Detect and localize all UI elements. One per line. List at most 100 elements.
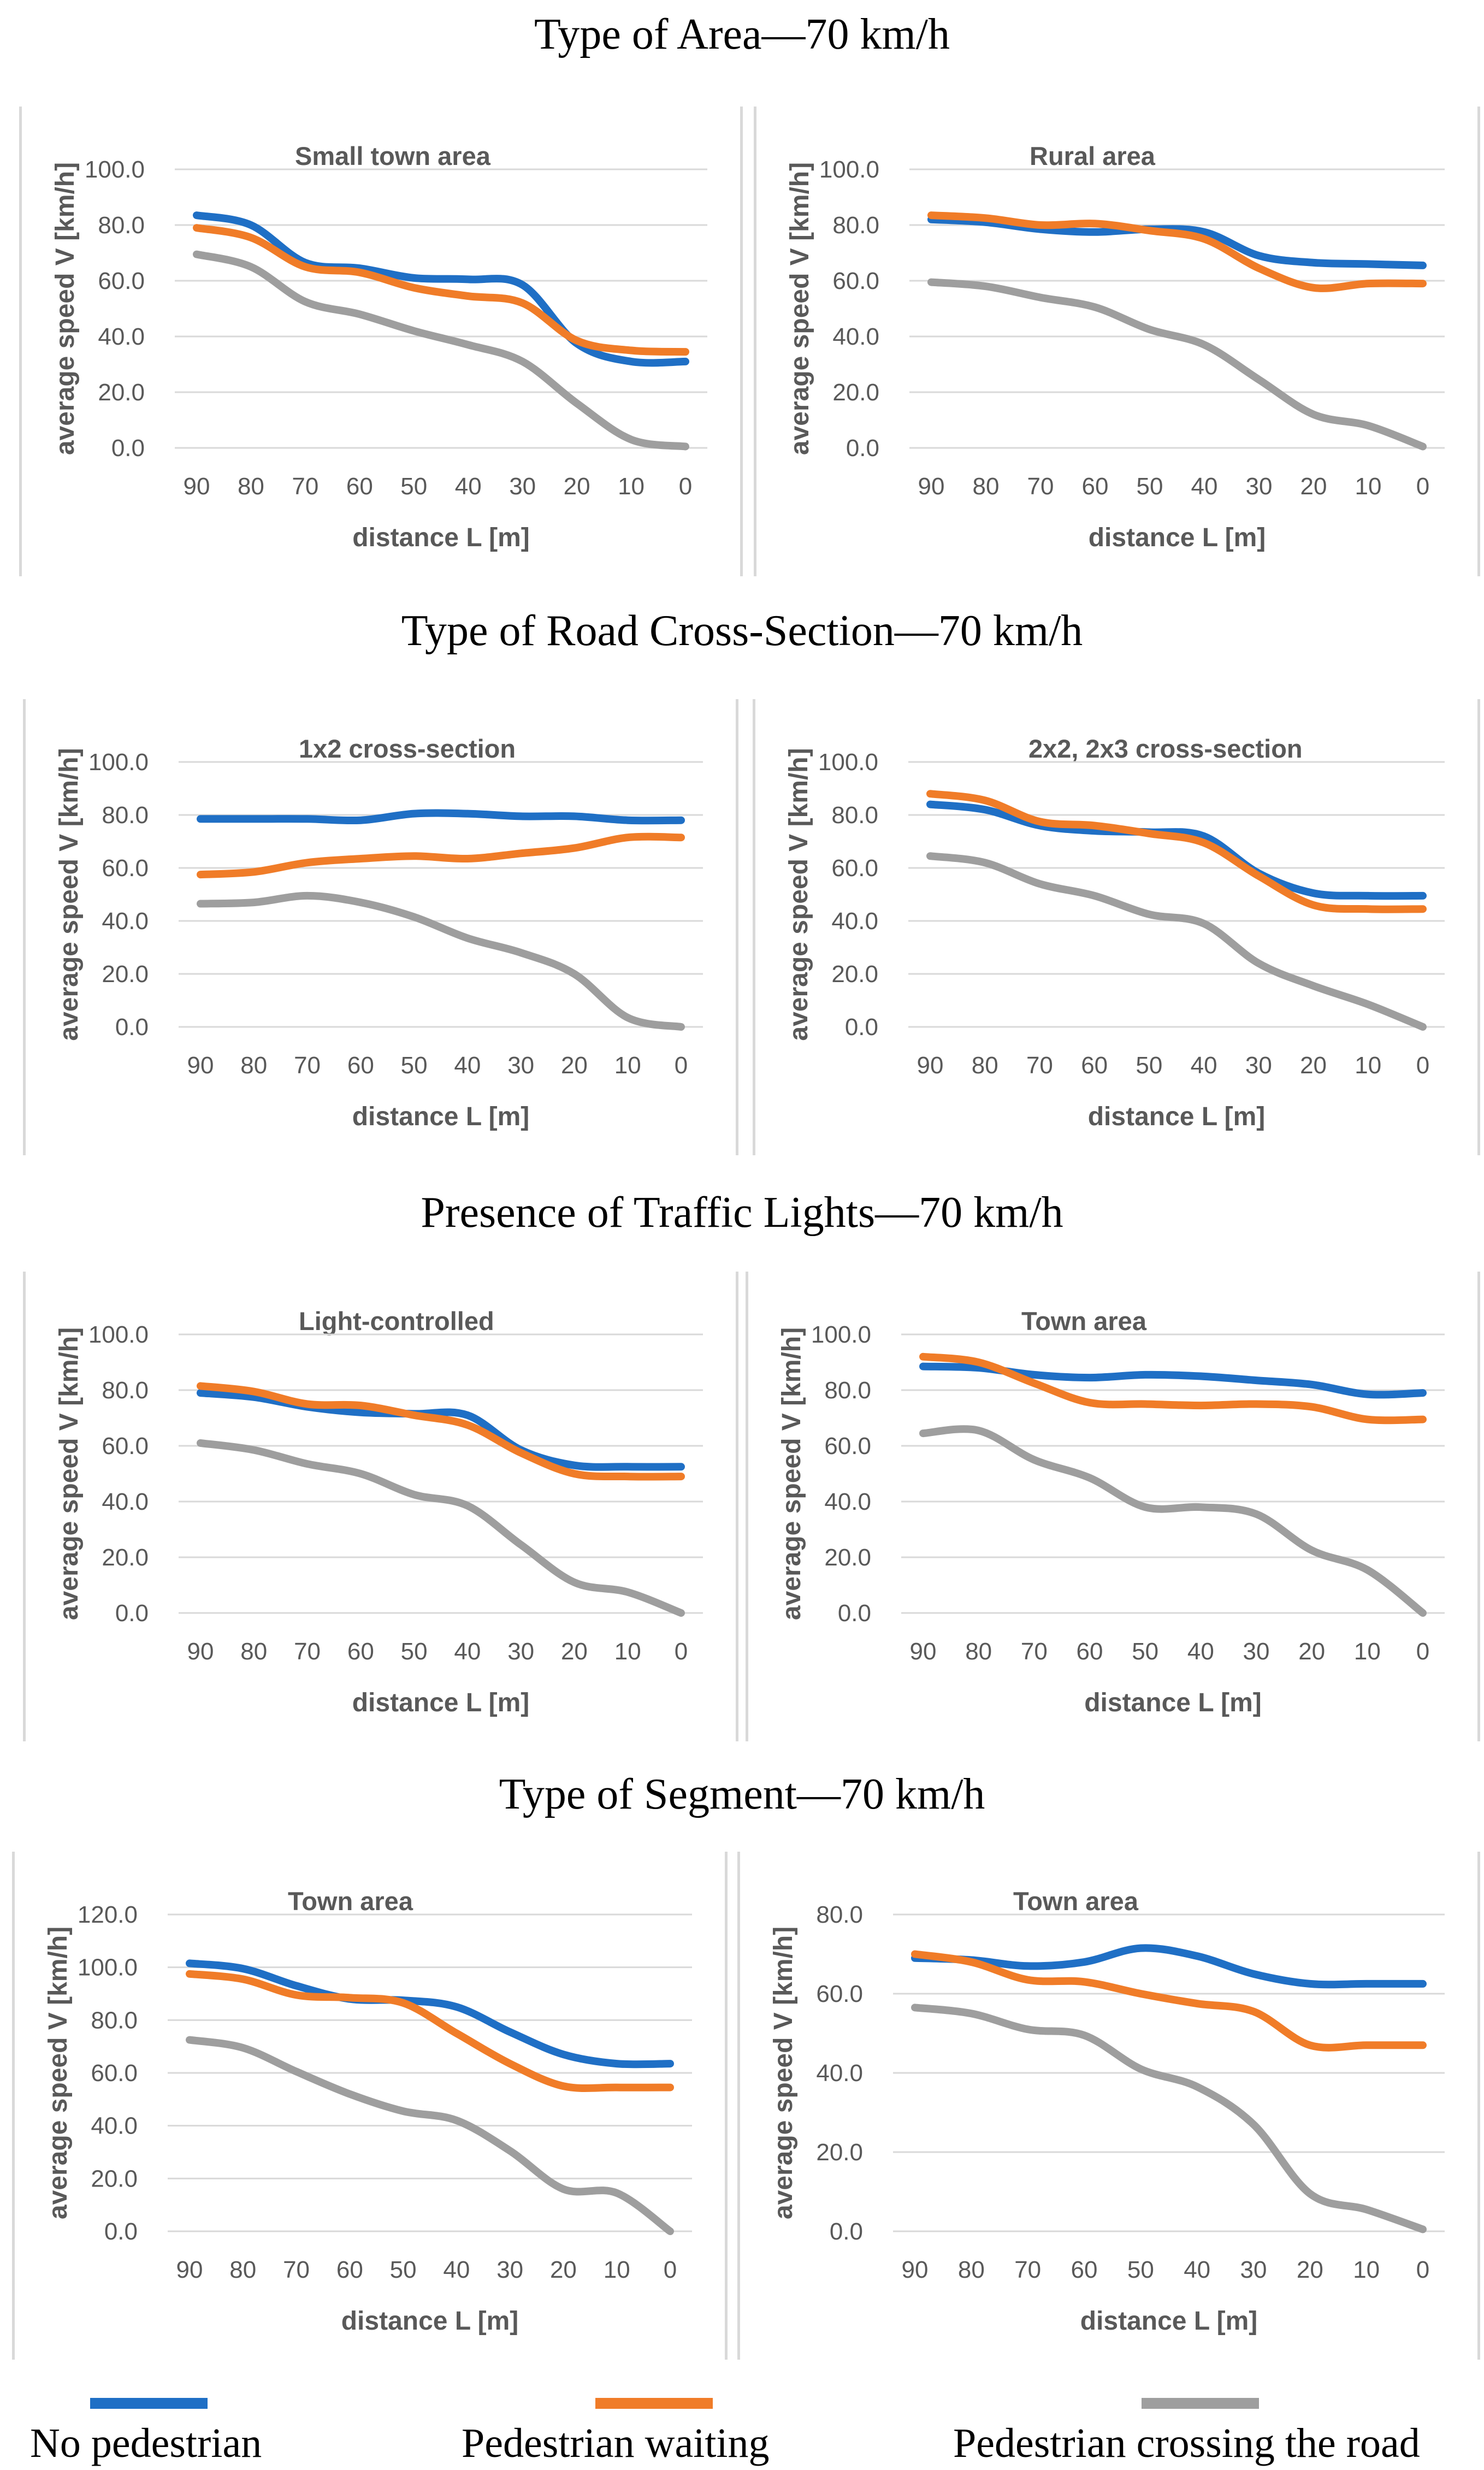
chart-7-title: Town area bbox=[1013, 1887, 1139, 1916]
chart-3-xtick-label: 40 bbox=[1191, 1052, 1217, 1079]
chart-7-xtick-label: 40 bbox=[1184, 2256, 1210, 2283]
chart-0-xtick-label: 10 bbox=[618, 473, 645, 500]
chart-7-xtick-label: 20 bbox=[1297, 2256, 1323, 2283]
chart-7-ytick-label: 80.0 bbox=[816, 1901, 863, 1928]
chart-5-xtick-label: 30 bbox=[1243, 1638, 1270, 1665]
chart-1x2: 1x2 cross-section 0.0 20.0 40.0 60.0 80.0 100.… bbox=[55, 734, 703, 1131]
chart-0-series-pedestrian-crossing bbox=[193, 250, 689, 451]
chart-6-xtick-label: 40 bbox=[443, 2256, 470, 2283]
chart-1-xlabel: distance L [m] bbox=[1089, 523, 1266, 552]
chart-5-xtick-label: 80 bbox=[965, 1638, 992, 1665]
chart-6-series-pedestrian-waiting bbox=[186, 1970, 674, 2093]
chart-2-ytick-label: 40.0 bbox=[102, 908, 149, 935]
chart-7-ytick-label: 0.0 bbox=[830, 2218, 863, 2245]
chart-rural: Rural area 0.0 20.0 40.0 60.0 80.0 100.0 90 80 70… bbox=[785, 141, 1445, 552]
chart-0-ytick-label: 100.0 bbox=[85, 156, 145, 183]
chart-6-ytick-label: 120.0 bbox=[78, 1901, 138, 1928]
chart-6-xtick-label: 10 bbox=[604, 2256, 630, 2283]
chart-3-xtick-label: 60 bbox=[1081, 1052, 1108, 1079]
chart-2-xtick-label: 90 bbox=[187, 1052, 214, 1079]
chart-panel-light-controlled: Light-controlled 0.0 20.0 40.0 60.0 80.0 100.0… bbox=[23, 1272, 738, 1741]
chart-2-series-pedestrian-waiting bbox=[197, 832, 685, 879]
chart-6-series-pedestrian-crossing bbox=[186, 2036, 674, 2235]
chart-3-xtick-label: 20 bbox=[1300, 1052, 1327, 1079]
chart-town-segment-a: Town area 0.0 20.0 40.0 60.0 80.0 100.0 120.0 90… bbox=[44, 1887, 692, 2336]
chart-0-xtick-label: 20 bbox=[564, 473, 590, 500]
chart-5-xtick-label: 20 bbox=[1298, 1638, 1325, 1665]
chart-6-ytick-label: 0.0 bbox=[104, 2218, 138, 2245]
chart-0-series-pedestrian-waiting bbox=[193, 224, 689, 356]
chart-0-xtick-label: 50 bbox=[400, 473, 427, 500]
chart-3-series-pedestrian-crossing bbox=[926, 852, 1427, 1031]
chart-town-lights: Town area 0.0 20.0 40.0 60.0 80.0 100.0 90 80 70 6… bbox=[777, 1307, 1445, 1717]
chart-5-ytick-label: 0.0 bbox=[838, 1600, 871, 1627]
chart-5-xlabel: distance L [m] bbox=[1084, 1688, 1262, 1717]
chart-3-series-no-pedestrian bbox=[926, 800, 1427, 900]
chart-2-xtick-label: 20 bbox=[561, 1052, 588, 1079]
chart-0-xtick-label: 70 bbox=[292, 473, 318, 500]
section-title-traffic-lights: Presence of Traffic Lights—70 km/h bbox=[421, 1189, 1063, 1237]
chart-panel-small-town: Small town area 0.0 20.0 40.0 60.0 80.0 100.0 9… bbox=[19, 107, 743, 576]
chart-2-ytick-label: 60.0 bbox=[102, 855, 149, 882]
chart-7-xtick-label: 0 bbox=[1416, 2256, 1429, 2283]
chart-4-xtick-label: 30 bbox=[507, 1638, 534, 1665]
chart-6-xtick-label: 70 bbox=[283, 2256, 310, 2283]
chart-5-xtick-label: 40 bbox=[1187, 1638, 1214, 1665]
chart-3-ytick-label: 20.0 bbox=[831, 961, 878, 988]
chart-4-xtick-label: 0 bbox=[675, 1638, 688, 1665]
chart-7-xtick-label: 90 bbox=[902, 2256, 929, 2283]
chart-5-ytick-label: 80.0 bbox=[824, 1377, 871, 1404]
chart-0-xtick-label: 0 bbox=[679, 473, 692, 500]
chart-2-xtick-label: 70 bbox=[294, 1052, 321, 1079]
chart-4-ytick-label: 20.0 bbox=[102, 1544, 149, 1571]
chart-town-segment-b: Town area 0.0 20.0 40.0 60.0 80.0 90 80 70 60 50 40… bbox=[769, 1887, 1445, 2336]
chart-1-xtick-label: 10 bbox=[1355, 473, 1382, 500]
chart-5-series-pedestrian-waiting bbox=[919, 1352, 1427, 1425]
chart-0-ytick-label: 40.0 bbox=[98, 323, 145, 350]
chart-1-ytick-label: 20.0 bbox=[832, 379, 879, 406]
chart-panel-town-lights: Town area 0.0 20.0 40.0 60.0 80.0 100.0 90 80 70 6… bbox=[746, 1272, 1480, 1741]
chart-6-xtick-label: 50 bbox=[390, 2256, 417, 2283]
chart-3-series-pedestrian-waiting bbox=[926, 790, 1427, 913]
chart-2-ytick-label: 0.0 bbox=[115, 1014, 149, 1041]
chart-7-ytick-label: 20.0 bbox=[816, 2139, 863, 2166]
chart-2-xtick-label: 0 bbox=[675, 1052, 688, 1079]
chart-0-ytick-label: 20.0 bbox=[98, 379, 145, 406]
chart-1-ytick-label: 40.0 bbox=[832, 323, 879, 350]
chart-5-title: Town area bbox=[1021, 1307, 1147, 1336]
chart-3-ytick-label: 60.0 bbox=[831, 855, 878, 882]
chart-7-xlabel: distance L [m] bbox=[1080, 2307, 1258, 2336]
chart-0-series-no-pedestrian bbox=[193, 211, 689, 367]
chart-1-xtick-label: 50 bbox=[1137, 473, 1163, 500]
chart-6-xtick-label: 0 bbox=[664, 2256, 677, 2283]
chart-1-xtick-label: 60 bbox=[1082, 473, 1109, 500]
chart-4-ytick-label: 100.0 bbox=[88, 1321, 149, 1348]
chart-1-xtick-label: 30 bbox=[1246, 473, 1273, 500]
chart-1-ytick-label: 0.0 bbox=[846, 435, 879, 462]
chart-7-ylabel: average speed V [km/h] bbox=[769, 1927, 798, 2219]
chart-1-series-no-pedestrian bbox=[927, 215, 1427, 269]
chart-0-ytick-label: 60.0 bbox=[98, 268, 145, 294]
chart-7-series-pedestrian-waiting bbox=[911, 1950, 1427, 2052]
chart-2-ytick-label: 100.0 bbox=[88, 749, 149, 776]
chart-7-series-no-pedestrian bbox=[911, 1944, 1427, 1989]
chart-3-ytick-label: 80.0 bbox=[831, 802, 878, 829]
chart-2x2: 2x2, 2x3 cross-section 0.0 20.0 40.0 60.0 80.… bbox=[784, 734, 1445, 1131]
chart-0-xtick-label: 80 bbox=[238, 473, 264, 500]
chart-5-xtick-label: 70 bbox=[1021, 1638, 1048, 1665]
chart-3-title: 2x2, 2x3 cross-section bbox=[1028, 734, 1303, 763]
chart-5-ytick-label: 40.0 bbox=[824, 1488, 871, 1515]
chart-4-series-pedestrian-waiting bbox=[197, 1382, 685, 1481]
chart-4-xtick-label: 80 bbox=[240, 1638, 267, 1665]
chart-2-series-pedestrian-crossing bbox=[197, 891, 685, 1031]
chart-7-xtick-label: 30 bbox=[1240, 2256, 1267, 2283]
chart-2-xtick-label: 10 bbox=[614, 1052, 641, 1079]
chart-2-title: 1x2 cross-section bbox=[299, 734, 516, 763]
chart-6-ytick-label: 20.0 bbox=[91, 2165, 138, 2192]
chart-0-xtick-label: 40 bbox=[455, 473, 482, 500]
chart-3-ytick-label: 40.0 bbox=[831, 908, 878, 935]
chart-1-xtick-label: 0 bbox=[1416, 473, 1429, 500]
legend-label-pedestrian-waiting: Pedestrian waiting bbox=[462, 2420, 770, 2466]
chart-0-title: Small town area bbox=[295, 141, 491, 170]
chart-5-ytick-label: 60.0 bbox=[824, 1433, 871, 1459]
